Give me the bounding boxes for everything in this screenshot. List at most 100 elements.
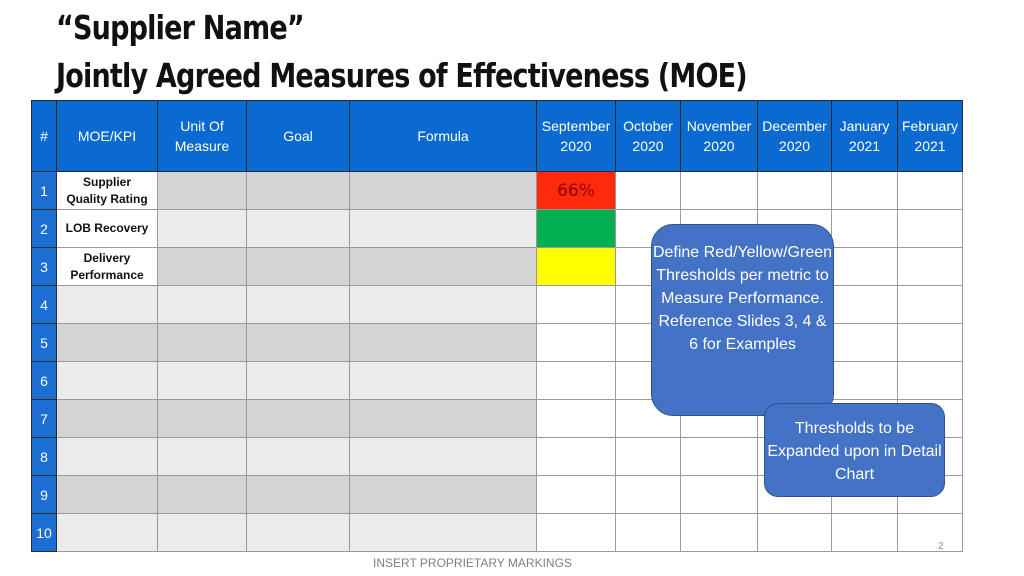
- month-cell: [536, 475, 616, 514]
- header-month-september: September 2020: [536, 100, 616, 172]
- row-moe-kpi: [56, 285, 158, 324]
- row-moe-kpi: [56, 323, 158, 362]
- row-moe-kpi-line: Supplier: [82, 174, 131, 189]
- month-cell: [897, 323, 963, 362]
- header-month-february: February 2021: [897, 100, 963, 172]
- header-month-year: 2020: [703, 138, 735, 154]
- table-header-row: # MOE/KPI Unit Of Measure Goal Formula S…: [31, 100, 963, 172]
- header-month-year: 2021: [914, 138, 946, 154]
- row-goal-cell: [246, 513, 350, 552]
- row-goal-cell: [246, 475, 350, 514]
- row-unit-cell: [157, 171, 247, 210]
- month-cell: [831, 209, 898, 248]
- row-moe-kpi: Delivery Performance: [56, 247, 158, 286]
- month-cell: [897, 209, 963, 248]
- row-moe-kpi: [56, 361, 158, 400]
- table-row: 1 Supplier Quality Rating 66%: [31, 171, 963, 210]
- row-moe-kpi-line: Performance: [70, 267, 144, 282]
- month-cell: [831, 361, 898, 400]
- row-formula-cell: [349, 475, 537, 514]
- row-unit-cell: [157, 323, 247, 362]
- header-month-label: September: [541, 118, 611, 134]
- row-moe-kpi: LOB Recovery: [56, 209, 158, 248]
- row-goal-cell: [246, 209, 350, 248]
- row-number: 4: [31, 285, 57, 324]
- row-formula-cell: [349, 399, 537, 438]
- month-cell: [536, 399, 616, 438]
- header-month-label: February: [901, 118, 959, 134]
- row-unit-cell: [157, 475, 247, 514]
- row-number: 1: [31, 171, 57, 210]
- header-goal: Goal: [246, 100, 350, 172]
- row-unit-cell: [157, 209, 247, 248]
- header-month-january: January 2021: [831, 100, 898, 172]
- slide-title-moe: Jointly Agreed Measures of Effectiveness…: [56, 56, 748, 95]
- row-number: 3: [31, 247, 57, 286]
- month-cell: [615, 171, 681, 210]
- row-goal-cell: [246, 171, 350, 210]
- row-formula-cell: [349, 513, 537, 552]
- page-number: 2: [938, 541, 944, 552]
- month-cell: [897, 285, 963, 324]
- row-unit-cell: [157, 437, 247, 476]
- header-unit-line: Unit Of: [180, 118, 224, 134]
- row-moe-kpi: [56, 399, 158, 438]
- header-month-year: 2021: [848, 138, 881, 154]
- row-formula-cell: [349, 209, 537, 248]
- row-moe-kpi: [56, 513, 158, 552]
- row-goal-cell: [246, 399, 350, 438]
- month-cell: [831, 513, 898, 552]
- row-number: 10: [31, 513, 57, 552]
- row-goal-cell: [246, 285, 350, 324]
- month-cell: [536, 361, 616, 400]
- month-cell: [680, 513, 758, 552]
- header-formula: Formula: [349, 100, 537, 172]
- proprietary-markings-footer: INSERT PROPRIETARY MARKINGS: [373, 556, 572, 570]
- month-cell: [680, 475, 758, 514]
- row-number: 8: [31, 437, 57, 476]
- row-moe-kpi-line: Quality Rating: [66, 191, 148, 206]
- month-cell: [680, 437, 758, 476]
- month-cell: [615, 475, 681, 514]
- slide-title-supplier: “Supplier Name”: [56, 8, 305, 47]
- table-row: 10: [31, 513, 963, 552]
- header-month-october: October 2020: [615, 100, 681, 172]
- header-month-november: November 2020: [680, 100, 758, 172]
- header-month-year: 2020: [632, 138, 664, 154]
- header-unit-of-measure: Unit Of Measure: [157, 100, 247, 172]
- row-formula-cell: [349, 361, 537, 400]
- row-unit-cell: [157, 247, 247, 286]
- month-cell: [680, 171, 758, 210]
- header-unit-line: Measure: [174, 138, 230, 154]
- row-moe-kpi: [56, 475, 158, 514]
- month-cell: [615, 513, 681, 552]
- row-goal-cell: [246, 247, 350, 286]
- row-goal-cell: [246, 437, 350, 476]
- month-cell: [831, 323, 898, 362]
- month-cell: [615, 209, 681, 248]
- row-goal-cell: [246, 323, 350, 362]
- row-formula-cell: [349, 285, 537, 324]
- header-month-label: January: [839, 118, 890, 134]
- row-number: 5: [31, 323, 57, 362]
- month-cell: [615, 437, 681, 476]
- status-cell-red: 66%: [536, 171, 616, 210]
- row-formula-cell: [349, 323, 537, 362]
- month-cell: [831, 171, 898, 210]
- row-number: 9: [31, 475, 57, 514]
- row-number: 6: [31, 361, 57, 400]
- month-cell: [757, 513, 832, 552]
- row-formula-cell: [349, 437, 537, 476]
- callout-thresholds-expanded: Thresholds to be Expanded upon in Detail…: [764, 403, 945, 497]
- month-cell: [757, 171, 832, 210]
- row-moe-kpi: [56, 437, 158, 476]
- row-unit-cell: [157, 361, 247, 400]
- month-cell: [536, 513, 616, 552]
- row-number: 7: [31, 399, 57, 438]
- row-formula-cell: [349, 247, 537, 286]
- header-month-label: November: [686, 118, 752, 134]
- header-moe-kpi: MOE/KPI: [56, 100, 158, 172]
- month-cell: [897, 171, 963, 210]
- month-cell: [831, 247, 898, 286]
- month-cell: [536, 323, 616, 362]
